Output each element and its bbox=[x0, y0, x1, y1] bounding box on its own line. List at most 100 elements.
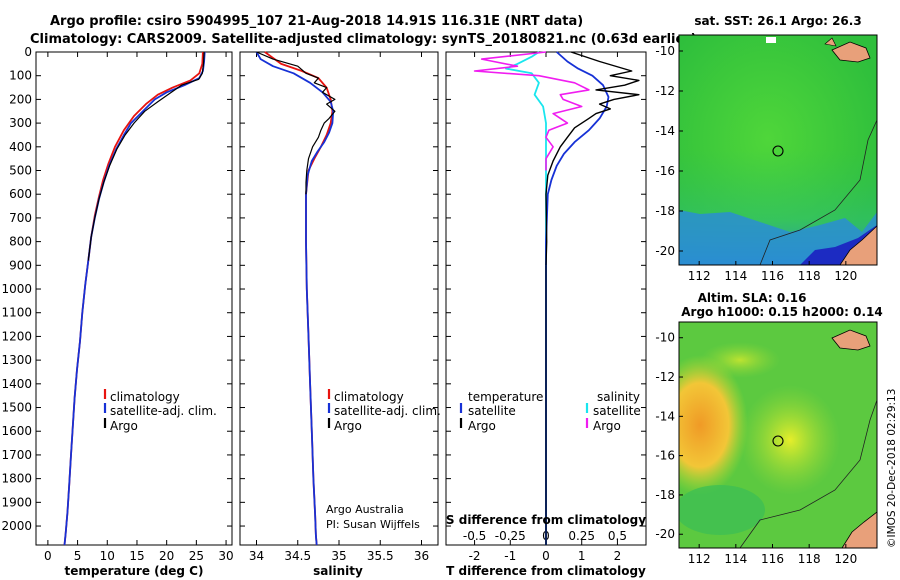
s-diff-tick-label: -0.5 bbox=[463, 529, 486, 543]
x-tick-label: 15 bbox=[129, 549, 144, 563]
temperature-panel-frame bbox=[35, 51, 233, 546]
sla-map bbox=[679, 322, 877, 548]
x-tick-label: 25 bbox=[189, 549, 204, 563]
x-tick-label: 34.5 bbox=[284, 549, 311, 563]
temperature-panel: 0100200300400500600700800900100011001200… bbox=[1, 45, 233, 563]
depth-tick-label: 400 bbox=[9, 140, 32, 154]
sst-map-frame bbox=[678, 34, 878, 266]
sst-contour-line bbox=[759, 119, 877, 265]
figure-title-line2: Climatology: CARS2009. Satellite-adjuste… bbox=[30, 32, 697, 47]
depth-tick-label: 900 bbox=[9, 258, 32, 272]
sal-series-satellite bbox=[255, 51, 335, 546]
map-lat-label: -14 bbox=[655, 124, 675, 138]
depth-tick-label: 200 bbox=[9, 92, 32, 106]
diff-legend-temperature-title: temperature bbox=[468, 390, 543, 404]
map-lat-label: -20 bbox=[655, 527, 675, 541]
salinity-panel: 34 34.5 35 35.5 36 bbox=[240, 51, 438, 563]
x-tick-label: 20 bbox=[159, 549, 174, 563]
map-lon-label: 112 bbox=[688, 552, 711, 566]
sla-high-north bbox=[700, 342, 780, 378]
sal-legend-climatology-label: climatology bbox=[334, 390, 404, 404]
map-lat-label: -10 bbox=[655, 331, 675, 345]
map-lat-label: -18 bbox=[655, 488, 675, 502]
sla-land-australia bbox=[841, 511, 877, 548]
depth-tick-label: 1000 bbox=[1, 282, 32, 296]
sst-map bbox=[679, 35, 877, 265]
salinity-axis-label: salinity bbox=[313, 564, 363, 578]
imos-stamp: ©IMOS 20-Dec-2018 02:29:13 bbox=[886, 389, 898, 548]
s-diff-tick-label: 0.25 bbox=[568, 529, 595, 543]
legend-argo-label: Argo bbox=[110, 419, 138, 433]
map-lon-label: 118 bbox=[798, 269, 821, 283]
temp-series-argo bbox=[87, 51, 205, 261]
s-difference-axis-label: S difference from climatology bbox=[446, 513, 646, 527]
depth-tick-label: 800 bbox=[9, 235, 32, 249]
sal-legend-satellite-label: satellite-adj. clim. bbox=[334, 404, 441, 418]
salinity-legend: climatology satellite-adj. clim. Argo bbox=[334, 390, 441, 433]
depth-tick-label: 2000 bbox=[1, 519, 32, 533]
x-tick-label: -1 bbox=[504, 549, 516, 563]
diff-series-t-argo bbox=[545, 51, 640, 266]
x-tick-label: 34 bbox=[249, 549, 264, 563]
legend-satellite-label: satellite-adj. clim. bbox=[110, 404, 217, 418]
s-diff-tick-label: 0.5 bbox=[608, 529, 627, 543]
x-tick-label: 0 bbox=[542, 549, 550, 563]
sla-high-west bbox=[679, 355, 748, 495]
temperature-legend: climatology satellite-adj. clim. Argo bbox=[110, 390, 217, 433]
map-lat-label: -12 bbox=[655, 84, 675, 98]
credit-line-1: Argo Australia bbox=[326, 503, 404, 516]
sal-legend-argo-label: Argo bbox=[334, 419, 362, 433]
map-lon-label: 116 bbox=[761, 269, 784, 283]
depth-tick-label: 1800 bbox=[1, 472, 32, 486]
sla-axis-ticks: 112 114 116 118 120 -10 -12 -14 -16 -18 -20 bbox=[655, 331, 857, 566]
map-lat-label: -12 bbox=[655, 370, 675, 384]
x-tick-label: 1 bbox=[578, 549, 586, 563]
diff-legend-t-satellite-label: satellite bbox=[468, 404, 516, 418]
depth-tick-label: 1300 bbox=[1, 353, 32, 367]
t-difference-axis-label: T difference from climatology bbox=[446, 564, 646, 578]
x-tick-label: 2 bbox=[614, 549, 622, 563]
sst-land-islet bbox=[824, 37, 837, 47]
x-tick-label: 35.5 bbox=[367, 549, 394, 563]
depth-tick-label: 1900 bbox=[1, 495, 32, 509]
map-lon-label: 114 bbox=[724, 269, 747, 283]
map-lat-label: -16 bbox=[655, 449, 675, 463]
sst-land-timor bbox=[831, 41, 871, 63]
sla-high-center bbox=[740, 385, 840, 495]
x-tick-label: 35 bbox=[331, 549, 346, 563]
sla-map-frame bbox=[678, 321, 878, 549]
depth-tick-label: 0 bbox=[24, 45, 32, 59]
s-diff-tick-label: -0.25 bbox=[495, 529, 526, 543]
map-lon-label: 114 bbox=[724, 552, 747, 566]
x-tick-label: 36 bbox=[414, 549, 429, 563]
difference-legend: temperature satellite Argo salinity sate… bbox=[468, 390, 641, 433]
map-lat-label: -14 bbox=[655, 409, 675, 423]
diff-legend-s-satellite-label: satellite bbox=[593, 404, 641, 418]
x-tick-label: 0 bbox=[44, 549, 52, 563]
diff-series-s-argo bbox=[473, 51, 590, 171]
sla-map-title-2: Argo h1000: 0.15 h2000: 0.14 bbox=[681, 305, 882, 319]
depth-tick-label: 700 bbox=[9, 211, 32, 225]
map-lon-label: 112 bbox=[688, 269, 711, 283]
depth-tick-label: 500 bbox=[9, 164, 32, 178]
depth-tick-label: 600 bbox=[9, 187, 32, 201]
sst-land-australia bbox=[839, 225, 877, 265]
sla-low-south bbox=[679, 485, 765, 535]
depth-tick-label: 300 bbox=[9, 116, 32, 130]
map-lon-label: 120 bbox=[834, 269, 857, 283]
x-tick-label: 30 bbox=[218, 549, 233, 563]
diff-legend-s-argo-label: Argo bbox=[593, 419, 621, 433]
depth-tick-label: 1400 bbox=[1, 377, 32, 391]
depth-tick-label: 1500 bbox=[1, 401, 32, 415]
sst-map-title: sat. SST: 26.1 Argo: 26.3 bbox=[694, 14, 861, 28]
x-tick-label: 5 bbox=[74, 549, 82, 563]
sst-axis-ticks: 112 114 116 118 120 -10 -12 -14 -16 -18 -20 bbox=[655, 44, 857, 283]
depth-tick-label: 1100 bbox=[1, 306, 32, 320]
map-lon-label: 116 bbox=[761, 552, 784, 566]
depth-tick-label: 1700 bbox=[1, 448, 32, 462]
sst-missing-pixels bbox=[766, 37, 776, 43]
salinity-panel-frame bbox=[239, 51, 439, 546]
map-lat-label: -16 bbox=[655, 164, 675, 178]
